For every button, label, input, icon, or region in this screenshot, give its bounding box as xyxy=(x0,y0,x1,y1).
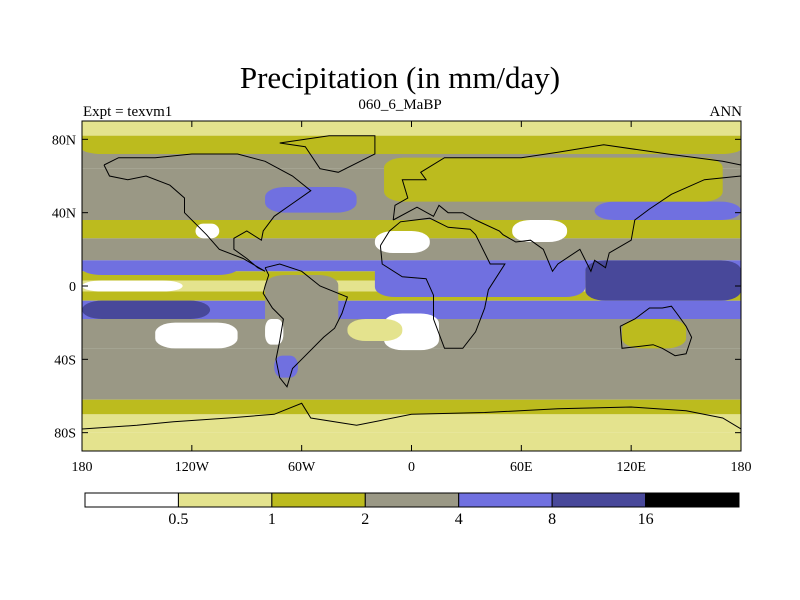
precip-region-desert-central-asia xyxy=(512,220,568,242)
precip-region-dry-south-atlantic xyxy=(347,319,403,341)
precip-region-australia-dry xyxy=(622,319,687,349)
colorbar-box-6 xyxy=(645,492,740,508)
precip-region-desert-north-america xyxy=(195,223,220,239)
x-tick-label: 180 xyxy=(72,460,93,475)
precip-region-west-pacific-warm-pool xyxy=(585,260,741,301)
precip-band-16 xyxy=(82,414,741,433)
precip-region-n-hemisphere-wet-band xyxy=(82,143,741,154)
precip-band-13 xyxy=(82,348,741,374)
x-tick-label: 120E xyxy=(616,460,646,475)
x-tick-label: 120W xyxy=(175,460,210,475)
axes: 180 120W 60W 0 60E 120E 180 80N 40N 0 40S 80S xyxy=(52,121,752,475)
precip-band-0 xyxy=(82,121,741,136)
colorbar-box-5 xyxy=(551,492,647,508)
x-tick-label: 180 xyxy=(731,460,752,475)
colorbar: 0.5 1 2 4 8 16 xyxy=(84,492,740,528)
coastline-greenland xyxy=(279,135,376,173)
colorbar-box-4 xyxy=(458,492,553,508)
precip-band-11 xyxy=(82,300,741,319)
precip-region-dry-east-pacific xyxy=(82,280,183,292)
colorbar-label: 2 xyxy=(361,511,369,528)
colorbar-label: 4 xyxy=(455,511,463,528)
chart-subtitle: 060_6_MaBP xyxy=(358,97,442,113)
precip-region-dry-south-pacific xyxy=(155,322,238,349)
coastline-antarctica xyxy=(82,402,741,430)
y-tick-label: 40S xyxy=(54,353,76,368)
precip-region-east-pacific-itcz xyxy=(82,262,238,275)
precip-region-indian-ocean-wet xyxy=(374,260,586,297)
colorbar-box-2 xyxy=(271,492,366,508)
precip-region-eurasia-moderate xyxy=(384,157,723,202)
precip-region-south-pacific-convergence xyxy=(82,300,211,319)
precip-band-4 xyxy=(82,198,741,220)
y-tick-label: 80S xyxy=(54,427,76,442)
x-tick-label: 0 xyxy=(408,460,415,475)
y-tick-label: 40N xyxy=(52,207,76,222)
experiment-label: Expt = texvm1 xyxy=(83,104,173,120)
plot-area xyxy=(81,120,742,452)
precip-region-desert-south-america xyxy=(265,319,284,345)
precip-band-15 xyxy=(82,399,741,415)
precip-region-south-america-patch xyxy=(274,355,299,378)
colorbar-label: 1 xyxy=(268,511,276,528)
colorbar-label: 8 xyxy=(548,511,556,528)
coastline-australia xyxy=(619,305,693,357)
x-tick-label: 60W xyxy=(288,460,316,475)
precip-band-5 xyxy=(82,220,741,239)
y-tick-label: 80N xyxy=(52,133,76,148)
y-tick-label: 0 xyxy=(69,280,76,295)
precip-region-desert-north-africa xyxy=(374,231,430,253)
colorbar-box-1 xyxy=(177,492,273,508)
chart-title: Precipitation (in mm/day) xyxy=(239,60,561,95)
colorbar-label: 0.5 xyxy=(168,511,188,528)
precip-band-14 xyxy=(82,374,741,400)
precip-region-south-america-wet xyxy=(265,275,339,341)
coastline-north-america xyxy=(103,153,312,272)
x-tick-label: 60E xyxy=(510,460,533,475)
coastline-south-america xyxy=(262,263,349,388)
coastline-eurasia xyxy=(392,144,741,273)
season-label: ANN xyxy=(709,104,743,120)
precip-region-north-pacific-storm-track xyxy=(594,201,741,220)
colorbar-label: 16 xyxy=(638,511,654,528)
colorbar-box-0 xyxy=(84,492,179,508)
precip-band-17 xyxy=(82,432,741,451)
coastline-africa xyxy=(379,217,506,349)
colorbar-box-3 xyxy=(364,492,460,508)
